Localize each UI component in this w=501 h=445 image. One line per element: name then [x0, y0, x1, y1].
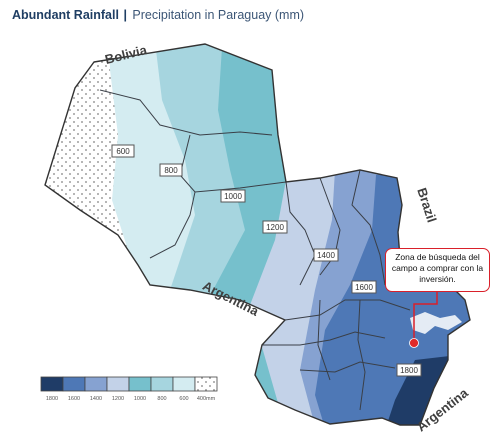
department-boundaries — [99, 89, 411, 411]
isohyet-1400: 1400 — [317, 251, 335, 260]
legend-swatch — [106, 376, 130, 392]
legend-swatch — [150, 376, 174, 392]
isohyet-800: 800 — [164, 166, 178, 175]
legend-swatch — [84, 376, 108, 392]
paraguay-outline — [44, 43, 471, 426]
brazil-label: Brazil — [414, 186, 439, 224]
legend-label: 1400 — [90, 396, 102, 402]
map-title: Abundant Rainfall | Precipitation in Par… — [12, 8, 304, 22]
isohyet-1600: 1600 — [355, 283, 373, 292]
legend-swatch — [172, 376, 196, 392]
legend-label: 1600 — [68, 396, 80, 402]
callout-text: Zona de búsqueda del campo a comprar con… — [391, 252, 484, 284]
isohyet-label: 600 — [111, 144, 135, 158]
legend-swatch — [62, 376, 86, 392]
legend-label: 1800 — [46, 396, 58, 402]
title-separator: | — [123, 8, 127, 22]
isohyet-1000: 1000 — [224, 192, 242, 201]
isohyet-1200: 1200 — [266, 223, 284, 232]
isohyet-label: 800 — [159, 163, 183, 177]
legend-label: 400mm — [197, 396, 216, 402]
legend: 1800 1600 1400 1200 1000 800 600 400mm — [40, 376, 218, 402]
target-marker[interactable] — [409, 338, 419, 348]
legend-swatch — [194, 376, 218, 392]
legend-label: 1000 — [134, 396, 146, 402]
legend-label: 600 — [179, 396, 188, 402]
isohyet-1800: 1800 — [400, 366, 418, 375]
legend-label: 800 — [157, 396, 166, 402]
isohyet-label: 1200 — [262, 220, 288, 234]
isohyet-label: 1000 — [220, 189, 246, 203]
isohyet-label: 1600 — [351, 280, 377, 294]
legend-label: 1200 — [112, 396, 124, 402]
isohyet-labels: 600 800 1000 1200 1400 1600 1800 — [111, 144, 422, 377]
legend-swatch — [40, 376, 64, 392]
isohyet-label: 1800 — [396, 363, 422, 377]
title-subtitle: Precipitation in Paraguay (mm) — [132, 8, 305, 22]
band-600 — [45, 44, 135, 280]
isohyet-600: 600 — [116, 147, 130, 156]
title-main: Abundant Rainfall — [12, 8, 119, 22]
reservoir — [410, 312, 462, 334]
callout-box: Zona de búsqueda del campo a comprar con… — [385, 248, 490, 292]
isohyet-label: 1400 — [313, 248, 339, 262]
callout-leader-line — [413, 292, 438, 342]
legend-swatch — [128, 376, 152, 392]
